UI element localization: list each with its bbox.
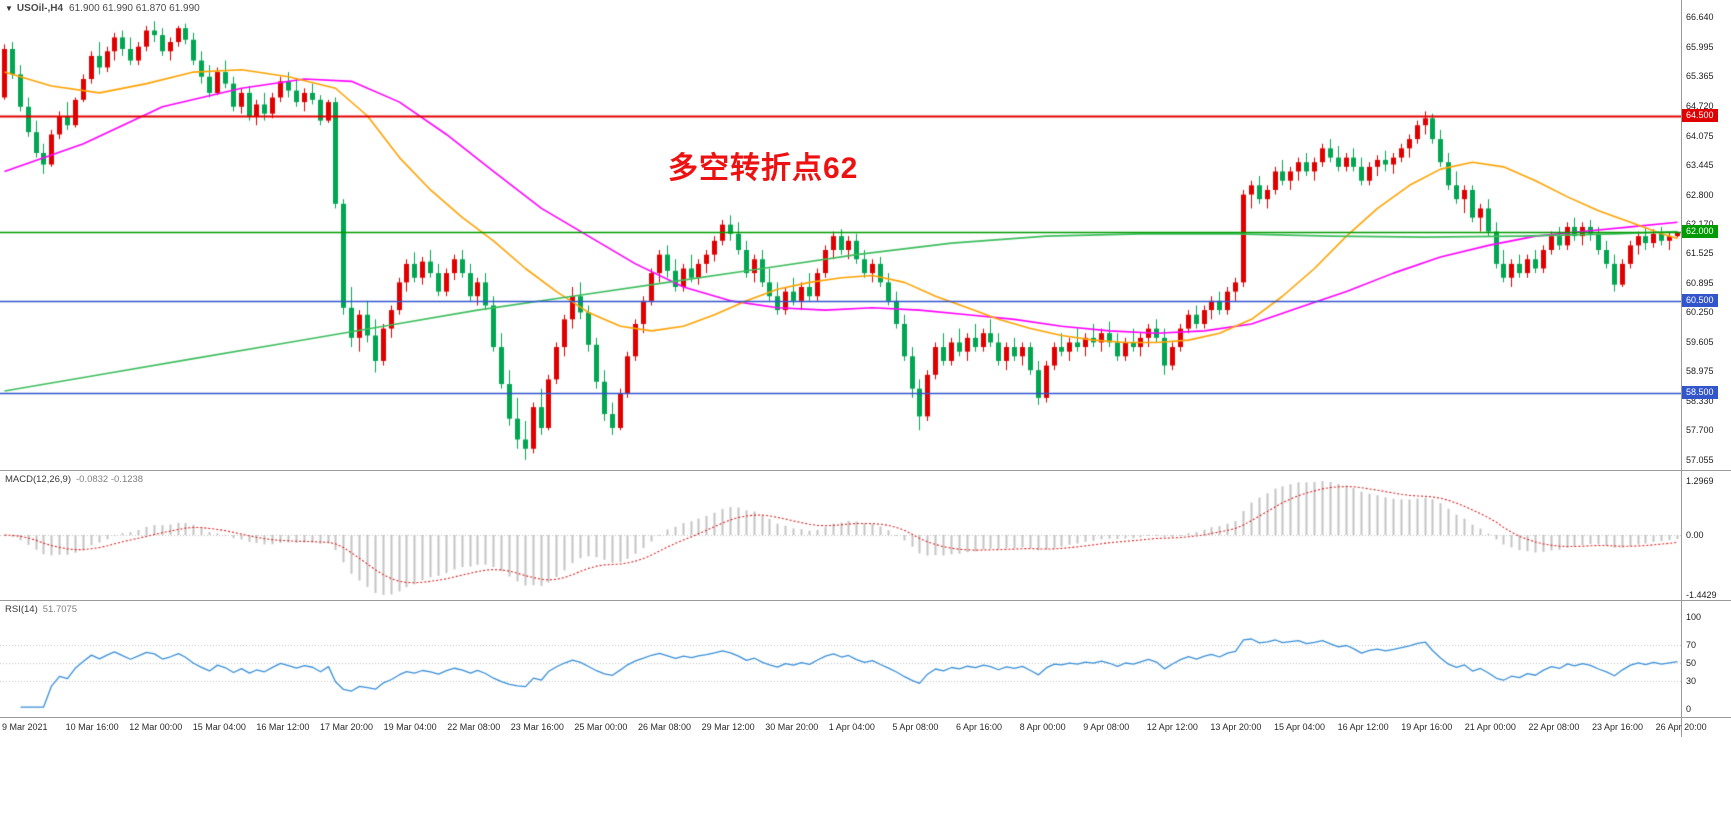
rsi-tick-label: 30 — [1686, 676, 1697, 687]
macd-tick-label: 1.2969 — [1686, 476, 1714, 487]
price-tick-label: 57.700 — [1686, 425, 1714, 436]
hline-price-tag: 64.500 — [1682, 108, 1718, 122]
time-tick-label: 19 Apr 16:00 — [1401, 722, 1453, 732]
macd-values: -0.0832 -0.1238 — [76, 474, 144, 485]
time-tick-label: 15 Apr 04:00 — [1274, 722, 1326, 732]
price-tick-label: 60.250 — [1686, 307, 1714, 318]
time-tick-label: 10 Mar 16:00 — [65, 722, 119, 732]
time-tick-label: 17 Mar 20:00 — [320, 722, 374, 732]
price-tick-label: 63.445 — [1686, 159, 1714, 170]
macd-label: MACD(12,26,9) -0.0832 -0.1238 — [5, 474, 143, 485]
macd-tick-label: -1.4429 — [1686, 589, 1717, 600]
time-tick-label: 1 Apr 04:00 — [828, 722, 875, 732]
time-tick-label: 21 Apr 00:00 — [1464, 722, 1516, 732]
time-tick-label: 26 Apr 20:00 — [1655, 722, 1707, 732]
main-price-chart[interactable] — [0, 0, 1681, 470]
price-tick-label: 57.055 — [1686, 455, 1714, 466]
rsi-name: RSI(14) — [5, 604, 38, 615]
rsi-tick-label: 100 — [1686, 612, 1702, 622]
pane-separator[interactable] — [0, 600, 1731, 601]
time-tick-label: 16 Apr 12:00 — [1337, 722, 1389, 732]
price-tick-label: 59.605 — [1686, 337, 1714, 348]
price-tick-label: 58.975 — [1686, 366, 1714, 377]
time-tick-label: 12 Apr 12:00 — [1146, 722, 1198, 732]
macd-indicator-pane[interactable] — [0, 471, 1681, 599]
time-tick-label: 9 Apr 08:00 — [1083, 722, 1130, 732]
rsi-tick-label: 70 — [1686, 639, 1697, 650]
price-tick-label: 65.995 — [1686, 41, 1714, 52]
time-tick-label: 26 Mar 08:00 — [638, 722, 692, 732]
price-tick-label: 58.330 — [1686, 396, 1714, 407]
time-tick-label: 13 Apr 20:00 — [1210, 722, 1262, 732]
symbol-timeframe-label: USOil-,H4 — [16, 3, 64, 14]
time-tick-label: 23 Apr 16:00 — [1592, 722, 1644, 732]
macd-name: MACD(12,26,9) — [5, 474, 71, 485]
time-tick-label: 15 Mar 04:00 — [192, 722, 246, 732]
time-tick-label: 12 Mar 00:00 — [129, 722, 183, 732]
rsi-indicator-pane[interactable] — [0, 601, 1681, 716]
price-tick-label: 61.525 — [1686, 248, 1714, 259]
price-tick-label: 60.895 — [1686, 277, 1714, 288]
time-tick-label: 22 Apr 08:00 — [1528, 722, 1580, 732]
symbol-dropdown-icon[interactable]: ▼ — [5, 4, 13, 13]
price-tick-label: 62.170 — [1686, 219, 1714, 229]
rsi-label: RSI(14) 51.7075 — [5, 604, 77, 615]
hline-price-tag: 58.500 — [1682, 386, 1718, 400]
time-axis[interactable]: 9 Mar 2021 10 Mar 16:00 12 Mar 00:00 15 Mar… — [0, 718, 1731, 740]
price-axis-border — [1681, 0, 1682, 737]
pane-separator — [0, 717, 1731, 718]
price-tick-label: 62.800 — [1686, 189, 1714, 200]
price-tick-label: 64.720 — [1686, 100, 1714, 111]
time-tick-label: 19 Mar 04:00 — [383, 722, 437, 732]
price-tick-label: 64.075 — [1686, 130, 1714, 141]
time-tick-label: 22 Mar 08:00 — [447, 722, 501, 732]
ohlc-values: 61.900 61.990 61.870 61.990 — [69, 3, 200, 14]
price-tick-label: 66.640 — [1686, 12, 1714, 23]
macd-tick-label: 0.00 — [1686, 530, 1704, 540]
time-tick-label: 23 Mar 16:00 — [510, 722, 564, 732]
time-tick-label: 16 Mar 12:00 — [256, 722, 310, 732]
pane-separator[interactable] — [0, 470, 1731, 471]
time-tick-label: 6 Apr 16:00 — [956, 722, 1003, 732]
rsi-tick-label: 0 — [1686, 704, 1692, 714]
time-tick-label: 25 Mar 00:00 — [574, 722, 628, 732]
time-tick-label: 29 Mar 12:00 — [701, 722, 755, 732]
time-tick-label: 5 Apr 08:00 — [892, 722, 939, 732]
hline-price-tag: 62.000 — [1682, 224, 1718, 238]
time-tick-label: 30 Mar 20:00 — [765, 722, 819, 732]
annotation-text: 多空转折点62 — [668, 152, 859, 185]
rsi-value: 51.7075 — [42, 604, 78, 615]
time-tick-label: 9 Mar 2021 — [2, 722, 48, 732]
price-tick-label: 65.365 — [1686, 71, 1714, 82]
time-tick-label: 8 Apr 00:00 — [1019, 722, 1066, 732]
hline-price-tag: 60.500 — [1682, 293, 1718, 307]
chart-header: ▼ USOil-,H4 61.900 61.990 61.870 61.990 — [5, 3, 200, 14]
rsi-tick-label: 50 — [1686, 658, 1697, 668]
